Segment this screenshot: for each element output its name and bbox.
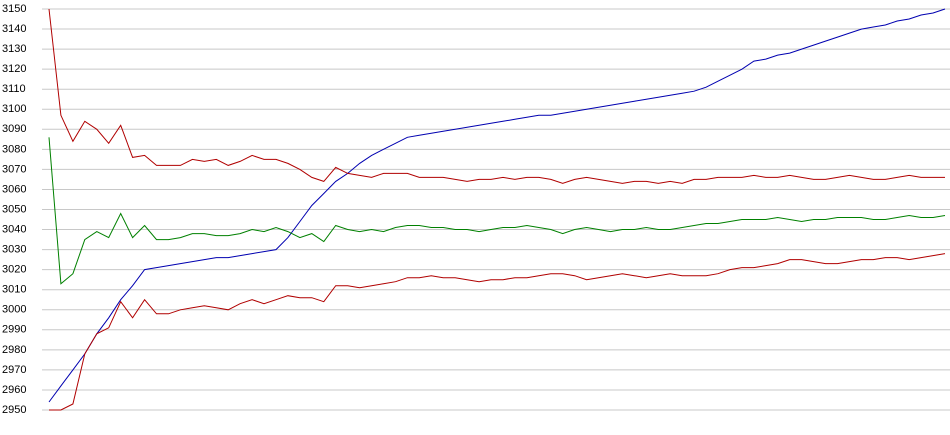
y-tick-label: 3110 <box>2 83 26 95</box>
series-line <box>48 8 945 184</box>
y-tick-label: 3060 <box>2 183 26 195</box>
y-tick-label: 3130 <box>2 43 26 55</box>
y-tick-label: 2970 <box>2 364 26 376</box>
y-tick-label: 3030 <box>2 244 26 256</box>
y-tick-label: 3090 <box>2 123 26 135</box>
y-tick-label: 3080 <box>2 143 26 155</box>
y-tick-label: 2950 <box>2 404 26 416</box>
y-tick-label: 2990 <box>2 324 26 336</box>
y-tick-label: 3020 <box>2 264 26 276</box>
y-tick-label: 3150 <box>2 3 26 15</box>
y-tick-label: 3070 <box>2 163 26 175</box>
y-tick-label: 3050 <box>2 203 26 215</box>
y-tick-label: 3010 <box>2 284 26 296</box>
y-tick-label: 3000 <box>2 304 26 316</box>
series-line <box>48 137 946 285</box>
y-tick-label: 2980 <box>2 344 26 356</box>
series-line <box>48 8 946 403</box>
y-tick-label: 3040 <box>2 223 26 235</box>
y-tick-label: 3140 <box>2 23 26 35</box>
y-tick-label: 3120 <box>2 63 26 75</box>
y-tick-label: 2960 <box>2 384 26 396</box>
y-tick-label: 3100 <box>2 103 26 115</box>
series-line <box>49 253 946 411</box>
